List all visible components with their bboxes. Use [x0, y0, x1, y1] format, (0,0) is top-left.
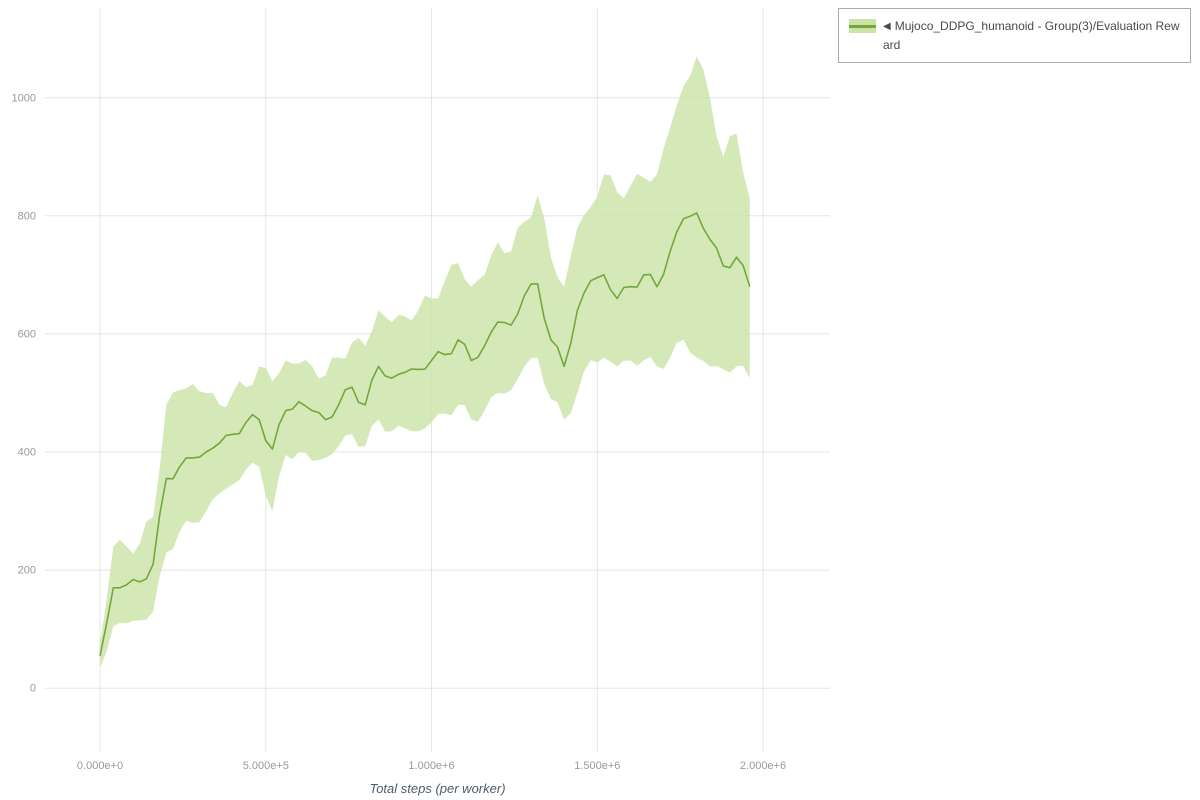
y-tick-label: 600 [18, 328, 36, 340]
legend-series-swatch [849, 19, 876, 33]
x-tick-label: 1.000e+6 [408, 760, 454, 772]
legend-item[interactable]: ◀ Mujoco_DDPG_humanoid - Group(3)/Evaluat… [849, 17, 1180, 54]
y-tick-label: 400 [18, 447, 36, 459]
legend-series-label: ◀ Mujoco_DDPG_humanoid - Group(3)/Evaluat… [883, 17, 1180, 54]
y-tick-label: 800 [18, 210, 36, 222]
x-tick-label: 1.500e+6 [574, 760, 620, 772]
legend-series-name: Mujoco_DDPG_humanoid - Group(3)/Evaluati… [883, 19, 1180, 52]
x-tick-label: 0.000e+0 [77, 760, 123, 772]
y-tick-label: 0 [30, 683, 36, 695]
legend-box: ◀ Mujoco_DDPG_humanoid - Group(3)/Evaluat… [838, 8, 1191, 64]
x-axis-title: Total steps (per worker) [369, 781, 506, 796]
legend-series-line-icon [849, 24, 876, 28]
x-tick-label: 2.000e+6 [740, 760, 786, 772]
x-tick-label: 5.000e+5 [243, 760, 289, 772]
y-tick-label: 200 [18, 565, 36, 577]
collapse-triangle-icon: ◀ [883, 21, 891, 32]
mean-line [99, 212, 751, 656]
y-tick-label: 1000 [12, 92, 36, 104]
confidence-band [100, 56, 750, 668]
plot-area[interactable]: 0.000e+0 5.000e+5 1.000e+6 1.500e+6 2.000e+6… [0, 0, 836, 780]
